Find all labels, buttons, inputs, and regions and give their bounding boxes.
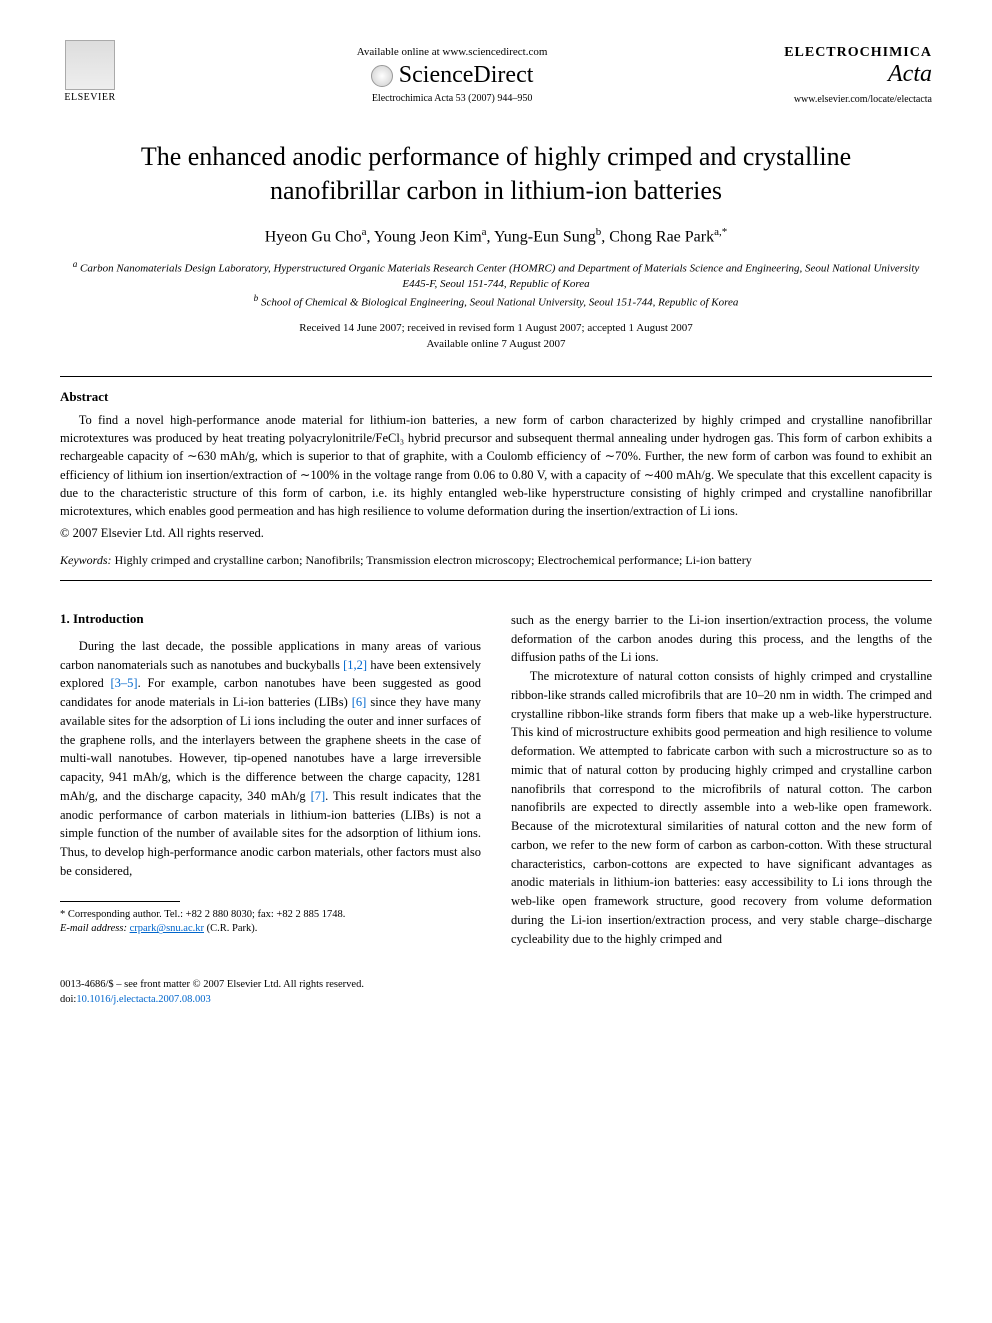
author-sup: a (482, 226, 487, 238)
email-name: (C.R. Park). (207, 923, 258, 934)
author: Chong Rae Park (609, 228, 714, 245)
corresponding-author: * Corresponding author. Tel.: +82 2 880 … (60, 908, 481, 923)
intro-para-1: During the last decade, the possible app… (60, 637, 481, 881)
elsevier-label: ELSEVIER (64, 92, 115, 103)
received-date: Received 14 June 2007; received in revis… (60, 321, 932, 336)
copyright: © 2007 Elsevier Ltd. All rights reserved… (60, 526, 932, 541)
issn-line: 0013-4686/$ – see front matter © 2007 El… (60, 978, 932, 993)
sciencedirect-block: Available online at www.sciencedirect.co… (357, 46, 548, 104)
affiliations: a Carbon Nanomaterials Design Laboratory… (60, 258, 932, 311)
compass-icon (371, 65, 393, 87)
author-sup: b (596, 226, 602, 238)
author-sup: a (362, 226, 367, 238)
journal-name: ELECTROCHIMICA (784, 45, 932, 61)
intro-heading: 1. Introduction (60, 611, 481, 627)
doi-line: doi:10.1016/j.electacta.2007.08.003 (60, 993, 932, 1008)
footnote: * Corresponding author. Tel.: +82 2 880 … (60, 908, 481, 937)
abstract-text: To find a novel high-performance anode m… (60, 411, 932, 520)
intro-para-3: The microtexture of natural cotton consi… (511, 667, 932, 948)
divider (60, 580, 932, 581)
email-link[interactable]: crpark@snu.ac.kr (130, 923, 204, 934)
sciencedirect-logo: ScienceDirect (357, 62, 548, 89)
keywords: Keywords: Highly crimped and crystalline… (60, 553, 932, 568)
affiliation-b: b School of Chemical & Biological Engine… (60, 292, 932, 311)
email-line: E-mail address: crpark@snu.ac.kr (C.R. P… (60, 922, 481, 937)
authors-line: Hyeon Gu Choa, Young Jeon Kima, Yung-Eun… (60, 226, 932, 246)
article-dates: Received 14 June 2007; received in revis… (60, 321, 932, 352)
left-column: 1. Introduction During the last decade, … (60, 611, 481, 949)
intro-para-2: such as the energy barrier to the Li-ion… (511, 611, 932, 667)
keywords-label: Keywords: (60, 553, 112, 567)
header-row: ELSEVIER Available online at www.science… (60, 40, 932, 110)
divider (60, 376, 932, 377)
ref-link[interactable]: [7] (311, 789, 326, 803)
available-date: Available online 7 August 2007 (60, 337, 932, 352)
keywords-text: Highly crimped and crystalline carbon; N… (115, 553, 752, 567)
author: Young Jeon Kim (374, 228, 482, 245)
sciencedirect-text: ScienceDirect (399, 62, 534, 89)
journal-reference: Electrochimica Acta 53 (2007) 944–950 (357, 93, 548, 104)
author-sup: a,* (714, 226, 727, 238)
elsevier-tree-icon (65, 40, 115, 90)
elsevier-logo: ELSEVIER (60, 40, 120, 110)
article-title: The enhanced anodic performance of highl… (100, 140, 892, 208)
ref-link[interactable]: [3–5] (111, 676, 138, 690)
two-column-body: 1. Introduction During the last decade, … (60, 611, 932, 949)
journal-acta: Acta (784, 61, 932, 88)
footnote-separator (60, 901, 180, 902)
abstract-heading: Abstract (60, 389, 932, 405)
ref-link[interactable]: [6] (352, 695, 367, 709)
affiliation-a: a Carbon Nanomaterials Design Laboratory… (60, 258, 932, 292)
available-online-text: Available online at www.sciencedirect.co… (357, 46, 548, 58)
doi-link[interactable]: 10.1016/j.electacta.2007.08.003 (76, 994, 210, 1005)
author: Hyeon Gu Cho (265, 228, 362, 245)
email-label: E-mail address: (60, 923, 127, 934)
ref-link[interactable]: [1,2] (343, 658, 367, 672)
footer-info: 0013-4686/$ – see front matter © 2007 El… (60, 978, 932, 1007)
right-column: such as the energy barrier to the Li-ion… (511, 611, 932, 949)
journal-logo-block: ELECTROCHIMICA Acta www.elsevier.com/loc… (784, 45, 932, 105)
author: Yung-Eun Sung (494, 228, 596, 245)
journal-url: www.elsevier.com/locate/electacta (784, 94, 932, 105)
